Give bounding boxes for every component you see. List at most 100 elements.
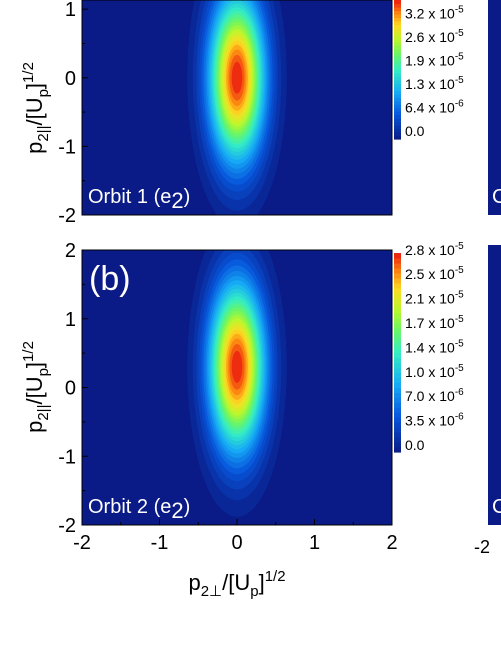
y-tick-label: 0 <box>65 68 76 90</box>
colorbar-segment <box>394 31 401 36</box>
colorbar-segment <box>394 83 401 88</box>
x-tick-label: -1 <box>151 532 169 554</box>
colorbar-segment <box>394 317 401 324</box>
y-tick-label: 2 <box>65 240 76 262</box>
colorbar-segment <box>394 392 401 398</box>
colorbar-segment <box>394 17 401 22</box>
colorbar-segment <box>394 107 401 112</box>
colorbar-segment <box>394 302 401 309</box>
colorbar-tick-label: 2.6 x 10-5 <box>405 28 464 45</box>
x-tick-label: 0 <box>231 532 242 554</box>
right-partial-panels: C C -2 <box>474 0 501 557</box>
colorbar-segment <box>394 342 401 349</box>
colorbar-segment <box>394 41 401 46</box>
panel-a-frame <box>81 0 393 216</box>
y-tick-label: -1 <box>58 446 76 468</box>
y-tick-label: -1 <box>58 136 76 158</box>
colorbar-segment <box>394 367 401 373</box>
colorbar-segment <box>394 114 401 119</box>
colorbar-segment <box>394 0 401 5</box>
colorbar-segment <box>394 132 401 137</box>
colorbar-segment <box>394 10 401 15</box>
colorbar-segment <box>394 312 401 319</box>
colorbar-segment <box>394 79 401 84</box>
colorbar-segment <box>394 427 401 433</box>
colorbar-segment <box>394 3 401 8</box>
colorbar-segment <box>394 267 401 274</box>
colorbar-segment <box>394 432 401 438</box>
colorbar-segment <box>394 352 401 359</box>
x-tick-label: 2 <box>386 532 397 554</box>
colorbar-segment <box>394 272 401 279</box>
colorbar-segment <box>394 422 401 428</box>
colorbar-segment <box>394 52 401 57</box>
colorbar-segment <box>394 135 401 140</box>
colorbar-segment <box>394 407 401 413</box>
y-tick-label: 1 <box>65 0 76 21</box>
colorbar-segment <box>394 59 401 64</box>
colorbar-segment <box>394 38 401 43</box>
colorbar-segment <box>394 76 401 81</box>
colorbar-segment <box>394 72 401 78</box>
right-partial-label-top: C <box>492 186 501 208</box>
colorbar-segment <box>394 34 401 39</box>
colorbar-segment <box>394 6 401 12</box>
colorbar-segment <box>394 48 401 53</box>
y-tick-label: 0 <box>65 378 76 400</box>
y-tick-label: -2 <box>58 515 76 537</box>
panel-b-x-axis: -2 -1 0 1 2 <box>73 519 398 554</box>
colorbar-tick-label: 3.5 x 10-6 <box>405 412 464 429</box>
colorbar-segment <box>394 111 401 116</box>
colorbar-segment <box>394 297 401 304</box>
panel-a-annotation: Orbit 1 (e2) <box>88 186 190 213</box>
colorbar-segment <box>394 253 401 259</box>
colorbar-tick-label: 2.8 x 10-5 <box>405 241 464 258</box>
colorbar-segment <box>394 13 401 18</box>
colorbar-segment <box>394 62 401 67</box>
colorbar-segment <box>394 362 401 369</box>
colorbar-segment <box>394 437 401 443</box>
colorbar-tick-label: 1.0 x 10-5 <box>405 363 464 380</box>
colorbar-segment <box>394 125 401 130</box>
colorbar-segment <box>394 118 401 123</box>
colorbar-tick-label: 0.0 <box>405 437 425 453</box>
contour-band <box>231 350 243 383</box>
panel-b-y-axis-label: p2||/[Up]1/2 <box>20 341 52 433</box>
colorbar-tick-label: 2.5 x 10-5 <box>405 265 464 282</box>
panel-b-colorbar: 0.0 3.5 x 10-6 7.0 x 10-6 1.0 x 10-5 1.4 x 1… <box>394 241 464 453</box>
colorbar-segment <box>394 347 401 354</box>
colorbar-segment <box>394 282 401 289</box>
panel-b-annotation: Orbit 2 (e2) <box>88 496 190 523</box>
colorbar-segment <box>394 307 401 314</box>
right-partial-tick: -2 <box>474 537 490 557</box>
colorbar-segment <box>394 447 401 453</box>
panel-a-colorbar: 0.0 6.4 x 10-6 1.3 x 10-5 1.9 x 10-5 2.6 x 1… <box>394 0 464 140</box>
svg-text:p2||/[Up]1/2: p2||/[Up]1/2 <box>20 62 52 154</box>
colorbar-segment <box>394 277 401 284</box>
colorbar-tick-label: 6.4 x 10-6 <box>405 99 464 116</box>
colorbar-segment <box>394 262 401 269</box>
colorbar-segment <box>394 397 401 403</box>
x-tick-label: 1 <box>309 532 320 554</box>
colorbar-segment <box>394 327 401 334</box>
colorbar-segment <box>394 332 401 339</box>
colorbar-segment <box>394 382 401 388</box>
colorbar-segment <box>394 104 401 109</box>
colorbar-tick-label: 1.3 x 10-5 <box>405 75 464 92</box>
colorbar-segment <box>394 417 401 423</box>
panel-b-y-axis: -2 -1 0 1 2 <box>58 240 88 537</box>
colorbar-segment <box>394 121 401 126</box>
colorbar-segment <box>394 402 401 408</box>
panel-a-y-axis-label: p2||/[Up]1/2 <box>20 62 52 154</box>
colorbar-tick-label: 2.1 x 10-5 <box>405 290 464 307</box>
panel-b: (b) Orbit 2 (e2) -2 -1 0 1 2 -2 -1 0 1 2 p2||/[U… <box>20 240 464 600</box>
colorbar-segment <box>394 86 401 91</box>
colorbar-segment <box>394 24 401 29</box>
colorbar-segment <box>394 128 401 133</box>
colorbar-segment <box>394 55 401 60</box>
colorbar-segment <box>394 100 401 105</box>
right-partial-plot-top <box>488 0 501 215</box>
colorbar-segment <box>394 372 401 378</box>
colorbar-segment <box>394 287 401 294</box>
